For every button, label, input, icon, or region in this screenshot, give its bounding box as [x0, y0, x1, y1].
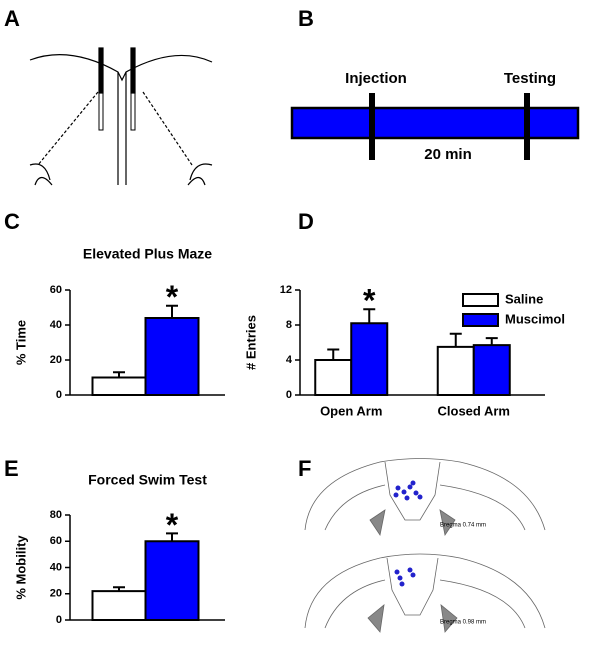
y-tick-label: 12 [280, 284, 292, 296]
y-tick-label: 0 [286, 389, 292, 401]
y-tick-label: 40 [50, 561, 62, 573]
error-bar [485, 337, 498, 346]
event-label: Injection [345, 70, 407, 87]
significance-marker: * [363, 283, 376, 319]
bar [91, 590, 147, 621]
bar [350, 322, 389, 396]
x-tick-label: Closed Arm [438, 403, 510, 418]
legend-swatch [462, 313, 499, 327]
y-tick-label: 20 [50, 354, 62, 366]
error-bar [363, 308, 376, 324]
error-bar [113, 586, 125, 592]
significance-marker: * [166, 279, 179, 315]
panel-label: C [4, 209, 20, 234]
significance-marker: * [166, 507, 179, 543]
error-bar [327, 348, 340, 360]
y-tick-label: 0 [56, 614, 62, 626]
bar [436, 345, 475, 396]
error-bar [166, 532, 178, 542]
brain-sections [304, 458, 546, 633]
bar [144, 540, 200, 621]
y-tick-label: 40 [50, 319, 62, 331]
section-label: Bregma 0.98 mm [440, 620, 486, 626]
injection-sites [393, 480, 423, 587]
panel-label: E [4, 456, 19, 481]
duration-label: 20 min [424, 146, 472, 163]
error-bar [166, 304, 178, 318]
panel-label: B [298, 6, 314, 31]
y-axis-label: # Entries [243, 315, 258, 370]
bar [314, 359, 353, 396]
x-tick-label: Open Arm [320, 403, 382, 418]
y-tick-label: 60 [50, 535, 62, 547]
legend-label: Muscimol [505, 311, 565, 326]
event-label: Testing [504, 70, 556, 87]
bar [91, 376, 147, 396]
y-tick-label: 80 [50, 509, 62, 521]
legend-swatch [462, 293, 499, 307]
legend-label: Saline [505, 291, 543, 306]
panel-label: D [298, 209, 314, 234]
bar [144, 317, 200, 396]
y-tick-label: 8 [286, 319, 292, 331]
timeline-bar [290, 106, 580, 140]
section-label: Bregma 0.74 mm [440, 523, 486, 529]
chart-title: Forced Swim Test [88, 472, 207, 488]
y-tick-label: 20 [50, 588, 62, 600]
y-axis-label: % Mobility [13, 535, 28, 600]
error-bar [113, 371, 125, 378]
y-tick-label: 0 [56, 389, 62, 401]
bar [472, 344, 511, 396]
y-tick-label: 4 [286, 354, 293, 366]
panel-label: F [298, 456, 311, 481]
cannula-diagram [29, 47, 213, 186]
chart-title: Elevated Plus Maze [83, 246, 212, 262]
panel-label: A [4, 6, 20, 31]
y-axis-label: % Time [13, 320, 28, 365]
y-tick-label: 60 [50, 284, 62, 296]
error-bar [449, 332, 462, 347]
